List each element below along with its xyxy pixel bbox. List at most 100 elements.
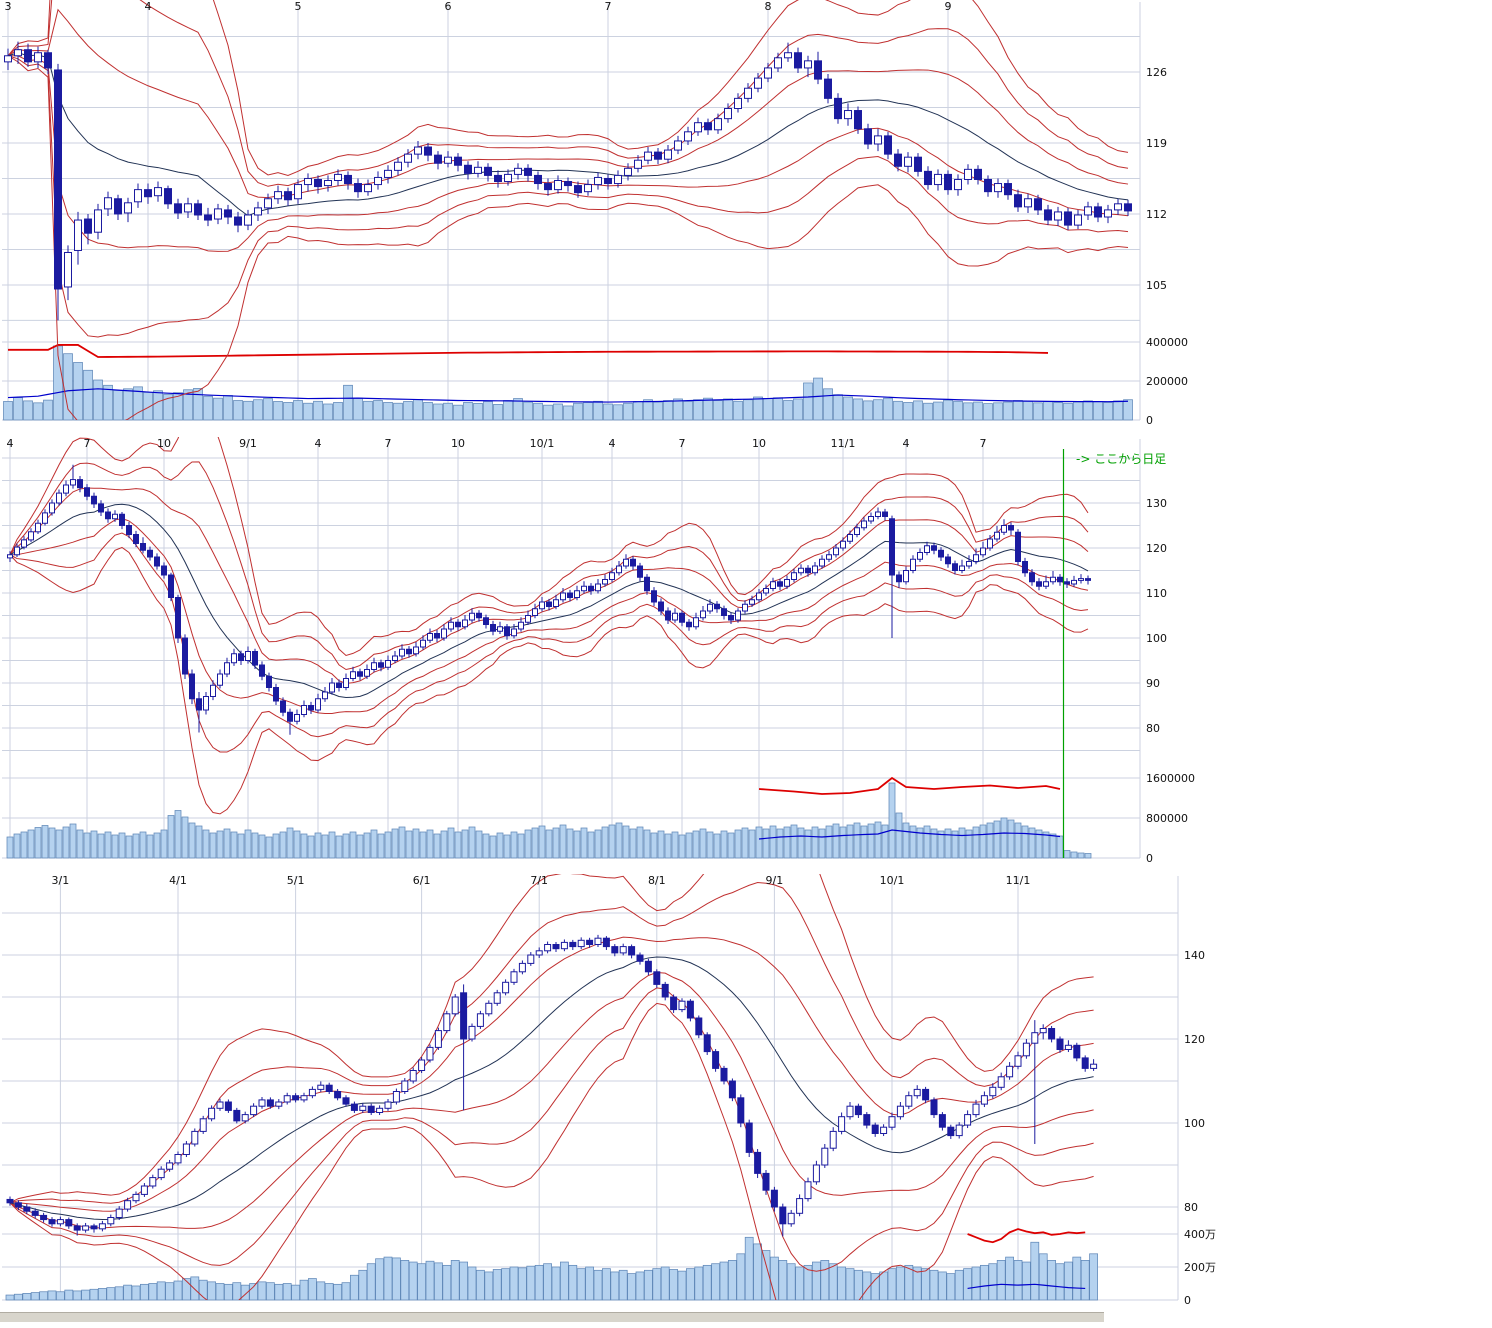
band-center (9, 956, 1094, 1220)
volume-bar (930, 828, 938, 859)
candle-down (686, 621, 692, 628)
x-axis-tick-label: 8/1 (648, 874, 666, 887)
candle-down (455, 621, 461, 628)
volume-bar (538, 825, 546, 859)
volume-bar (895, 812, 903, 859)
volume-bar (111, 834, 119, 859)
volume-bar (951, 830, 959, 859)
x-axis-tick-label: 4 (315, 437, 322, 450)
volume-bar (1080, 1260, 1090, 1301)
volume-bar (274, 1283, 284, 1301)
band-upper (9, 882, 1094, 1204)
volume-axis-label: 1600000 (1146, 772, 1195, 785)
volume-bar (13, 833, 21, 859)
candle-up (518, 621, 524, 630)
candle-down (147, 549, 153, 558)
volume-bar (743, 399, 753, 421)
bottom-chart[interactable]: 3/1 4/1 5/1 6/1 7/1 8/1 9/1 10/1 11/1 140 120 100 80… (0, 874, 1492, 1328)
band-lower (7, 55, 1129, 420)
top-daily-chart[interactable]: 3 4 5 6 7 8 9 126 119 112 105 400000 200000 0 (0, 0, 1492, 437)
candle-down (454, 156, 462, 166)
volume-bar (20, 831, 28, 859)
volume-bar (929, 1269, 939, 1301)
candle-down (287, 711, 293, 722)
volume-bar (1123, 399, 1133, 421)
middle-weekly-chart[interactable]: 4 7 10 9/1 4 7 10 10/1 4 7 10 11/1 4 7 130 120 110 100 90 8… (0, 437, 1492, 874)
candle-up (672, 612, 678, 621)
candle-down (896, 574, 902, 583)
candle-down (105, 511, 111, 520)
candle-up (1078, 578, 1084, 581)
candle-up (735, 610, 741, 621)
volume-bar (321, 834, 329, 859)
volume-bar (47, 1290, 57, 1301)
volume-bar (1038, 1253, 1048, 1301)
volume-bar (660, 1266, 670, 1301)
candle-up (217, 673, 223, 686)
volume-bar (279, 831, 287, 859)
volume-bar (1000, 817, 1008, 859)
volume-bar (685, 832, 693, 859)
candle-up (804, 1181, 812, 1200)
volume-bar (300, 833, 308, 859)
candle-down (73, 1225, 81, 1231)
candle-down (1064, 211, 1072, 226)
volume-bar (937, 830, 945, 859)
candle-up (934, 173, 942, 186)
volume-bar (622, 825, 630, 859)
volume-bar (209, 832, 217, 859)
candle-up (1031, 1032, 1039, 1044)
volume-bar (580, 827, 588, 859)
candle-down (894, 153, 902, 167)
candle-up (427, 633, 433, 641)
candle-up (1050, 576, 1056, 583)
horizontal-scrollbar[interactable] (0, 1312, 1104, 1322)
volume-bar (643, 399, 653, 421)
volume-bar (753, 396, 763, 421)
candle-down (653, 971, 661, 985)
candle-up (264, 198, 272, 209)
volume-bar (860, 825, 868, 859)
candle-down (1014, 194, 1022, 208)
candle-up (1090, 1063, 1098, 1069)
volume-bar (602, 1268, 611, 1301)
volume-bar (251, 832, 259, 859)
candle-up (413, 646, 419, 655)
candle-up (203, 696, 209, 711)
volume-bar (6, 836, 14, 859)
volume-bar (272, 833, 280, 859)
candle-up (385, 660, 391, 668)
volume-bar (90, 830, 98, 859)
candle-down (378, 662, 384, 668)
volume-bar (753, 1243, 762, 1301)
volume-bar (232, 1282, 242, 1301)
candle-down (805, 567, 811, 574)
volume-bar (358, 1269, 368, 1301)
band-lower (9, 546, 1089, 815)
volume-bar (123, 388, 133, 421)
volume-bar (163, 393, 173, 421)
band-upper (7, 0, 1129, 187)
volume-bar (181, 816, 189, 859)
candle-down (48, 1219, 56, 1225)
candle-down (814, 60, 822, 80)
volume-bar (224, 1283, 233, 1301)
candle-down (354, 183, 362, 193)
candle-up (787, 1212, 795, 1225)
candle-down (182, 637, 188, 675)
candle-down (196, 698, 202, 711)
candle-up (966, 561, 972, 567)
volume-ma-line (967, 1283, 1086, 1290)
volume-bar (193, 388, 203, 421)
candle-up (544, 944, 552, 952)
volume-bar (1113, 400, 1123, 421)
band-center (9, 503, 1089, 699)
volume-bar (489, 835, 497, 859)
volume-axis-label: 400万 (1184, 1228, 1216, 1241)
volume-bar (33, 402, 43, 421)
volume-bar (1103, 402, 1113, 421)
price-axis-label: 126 (1146, 66, 1167, 79)
volume-bar (811, 826, 819, 859)
candle-up (770, 581, 776, 589)
